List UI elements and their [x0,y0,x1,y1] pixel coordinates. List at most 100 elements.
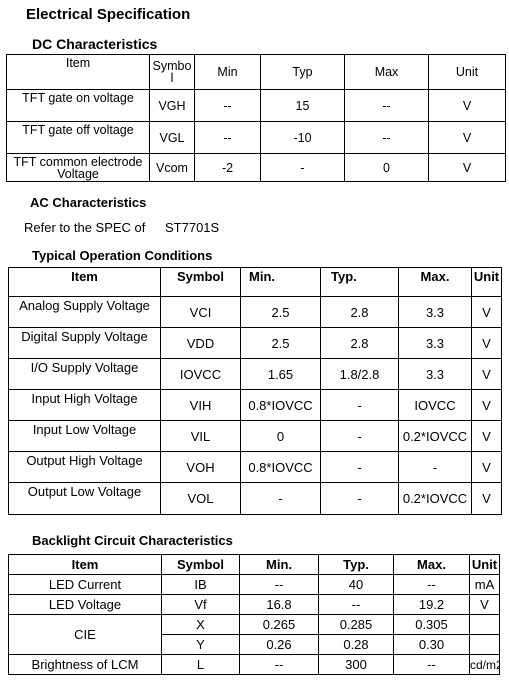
dc-cell: V [428,121,506,154]
typical-cell: 0 [240,420,321,452]
typical-cell: V [471,327,502,359]
dc-cell: - [260,153,345,182]
table-row: TFT common electrode Voltage Vcom -2 - 0… [6,153,506,182]
backlight-cell: Brightness of LCM [8,654,162,675]
dc-header-typ: Typ [260,54,345,90]
typical-cell: 2.8 [320,327,399,359]
typical-cell: Input Low Voltage [8,420,161,452]
dc-header-min: Min [194,54,261,90]
dc-cell: V [428,89,506,122]
dc-cell: VGL [149,121,195,154]
typical-cell: V [471,451,502,483]
table-row: LED Current IB -- 40 -- mA [8,574,500,595]
typical-cell: Analog Supply Voltage [8,296,161,328]
typical-header-max: Max. [398,267,472,297]
typical-cell: V [471,389,502,421]
backlight-cell: -- [393,574,470,595]
backlight-cell: 0.26 [239,634,319,655]
typical-cell: V [471,420,502,452]
table-row: LED Voltage Vf 16.8 -- 19.2 V [8,594,500,615]
typical-header-row: Item Symbol Min. Typ. Max. Unit [8,267,502,297]
backlight-heading: Backlight Circuit Characteristics [32,533,233,548]
typical-header-typ: Typ. [320,267,399,297]
typical-cell: 0.2*IOVCC [398,482,472,515]
dc-cell: -- [194,121,261,154]
backlight-cell: LED Voltage [8,594,162,615]
typical-cell: 3.3 [398,358,472,390]
backlight-cell: Vf [161,594,240,615]
dc-cell: -2 [194,153,261,182]
typical-cell: 0.8*IOVCC [240,389,321,421]
dc-header-row: Item Symbo l Min Typ Max Unit [6,54,506,90]
backlight-cell: IB [161,574,240,595]
typical-cell: 1.8/2.8 [320,358,399,390]
typical-cell: 1.65 [240,358,321,390]
backlight-cell: Y [161,634,240,655]
typical-cell: Digital Supply Voltage [8,327,161,359]
typical-cell: 2.8 [320,296,399,328]
backlight-cell: -- [393,654,470,675]
backlight-cell: -- [239,654,319,675]
dc-cell: TFT gate on voltage [6,89,150,122]
table-row: TFT gate off voltage VGL -- -10 -- V [6,121,506,154]
backlight-header-item: Item [8,554,162,575]
backlight-cell: -- [239,574,319,595]
dc-cell: TFT common electrode Voltage [6,153,150,182]
ac-chip: ST7701S [165,220,220,235]
typical-cell: Input High Voltage [8,389,161,421]
backlight-cell [469,634,500,655]
dc-cell: 0 [344,153,429,182]
table-row: Output Low Voltage VOL - - 0.2*IOVCC V [8,482,502,515]
typical-heading: Typical Operation Conditions [32,248,213,263]
dc-table: Item Symbo l Min Typ Max Unit TFT gate o… [6,54,506,182]
backlight-cell: 16.8 [239,594,319,615]
backlight-cell: mA [469,574,500,595]
dc-cell: VGH [149,89,195,122]
dc-header-item: Item [6,54,150,90]
typical-cell: V [471,296,502,328]
dc-cell: -- [194,89,261,122]
typical-cell: - [398,451,472,483]
dc-heading: DC Characteristics [32,36,158,52]
typical-cell: VCI [160,296,241,328]
backlight-header-unit: Unit [469,554,500,575]
table-row: Brightness of LCM L -- 300 -- cd/m2 [8,654,500,675]
typical-header-symbol: Symbol [160,267,241,297]
dc-cell: 15 [260,89,345,122]
table-row: CIE X 0.265 0.285 0.305 [8,614,500,655]
backlight-header-max: Max. [393,554,470,575]
dc-cell: V [428,153,506,182]
dc-cell: TFT gate off voltage [6,121,150,154]
typical-table: Item Symbol Min. Typ. Max. Unit Analog S… [8,267,502,515]
backlight-cell: 0.265 [239,614,319,635]
backlight-cell: 0.30 [393,634,470,655]
dc-header-unit: Unit [428,54,506,90]
typical-cell: 2.5 [240,327,321,359]
typical-cell: - [320,482,399,515]
backlight-header-typ: Typ. [318,554,394,575]
backlight-cell: 19.2 [393,594,470,615]
dc-header-max: Max [344,54,429,90]
typical-cell: V [471,482,502,515]
typical-cell: Output High Voltage [8,451,161,483]
typical-cell: VIL [160,420,241,452]
typical-cell: VOH [160,451,241,483]
typical-cell: - [320,420,399,452]
backlight-cell: L [161,654,240,675]
backlight-cell: V [469,594,500,615]
table-row: Output High Voltage VOH 0.8*IOVCC - - V [8,451,502,483]
page-title: Electrical Specification [26,6,191,23]
ac-text: Refer to the SPEC of [24,220,146,235]
backlight-header-symbol: Symbol [161,554,240,575]
backlight-cie-label: CIE [8,614,162,655]
table-row: Input High Voltage VIH 0.8*IOVCC - IOVCC… [8,389,502,421]
typical-cell: 0.8*IOVCC [240,451,321,483]
typical-cell: 3.3 [398,296,472,328]
backlight-cell: -- [318,594,394,615]
table-row: Input Low Voltage VIL 0 - 0.2*IOVCC V [8,420,502,452]
typical-cell: V [471,358,502,390]
typical-header-min: Min. [240,267,321,297]
table-row: Digital Supply Voltage VDD 2.5 2.8 3.3 V [8,327,502,359]
backlight-cell: X [161,614,240,635]
dc-cell: -10 [260,121,345,154]
